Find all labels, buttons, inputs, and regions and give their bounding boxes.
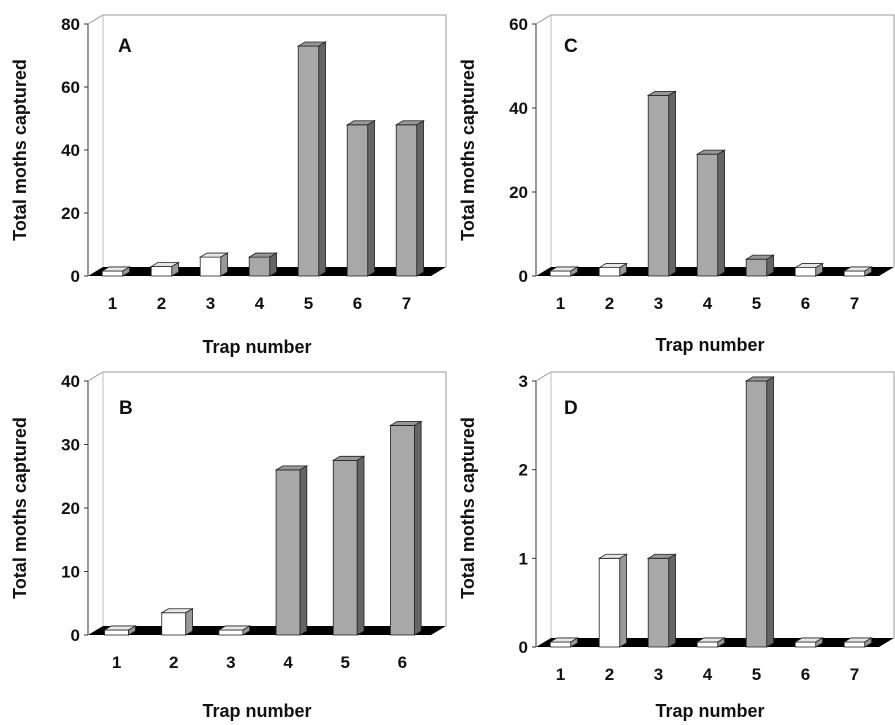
bar-trap-2	[160, 608, 194, 636]
y-tick-label: 20	[61, 204, 80, 223]
x-tick-label: 5	[752, 294, 761, 313]
y-tick-label: 80	[61, 15, 80, 34]
y-tick-label: 10	[61, 563, 80, 582]
y-tick-label: 20	[509, 183, 528, 202]
y-tick-label: 2	[519, 461, 528, 480]
x-tick-label: 7	[850, 294, 859, 313]
x-tick-label: 1	[556, 665, 565, 684]
plot-frame	[535, 371, 895, 647]
bar-trap-3	[646, 553, 677, 648]
x-axis-label: Trap number	[655, 335, 764, 355]
x-tick-label: 1	[108, 294, 117, 313]
y-axis-label: Total moths captured	[458, 417, 478, 599]
chart-a-svg: Total moths captured Trap number A 0 20 40…	[10, 14, 447, 357]
y-axis-label: Total moths captured	[10, 59, 30, 241]
x-tick-label: 1	[556, 294, 565, 313]
y-tick-label: 1	[519, 549, 528, 568]
x-tick-label: 5	[304, 294, 313, 313]
chart-d-svg: Total moths captured Trap number D 0 1 2 3 1…	[458, 371, 895, 721]
chart-panel-b: Total moths captured Trap number B 0 10 20…	[0, 363, 447, 725]
x-tick-label: 4	[283, 653, 293, 672]
y-tick-label: 30	[61, 436, 80, 455]
x-tick-label: 3	[654, 665, 663, 684]
bar-trap-6	[388, 420, 423, 636]
chart-panel-c: Total moths captured Trap number C 0 20 40…	[448, 0, 895, 362]
chart-b-svg: Total moths captured Trap number B 0 10 20…	[10, 371, 447, 721]
panel-label: D	[564, 398, 578, 419]
chart-c-svg: Total moths captured Trap number C 0 20 40…	[458, 14, 895, 355]
x-axis-label: Trap number	[202, 337, 311, 357]
bar-trap-4	[274, 465, 309, 636]
y-tick-label: 60	[61, 78, 80, 97]
chart-panel-a: Total moths captured Trap number A 0 20 40…	[0, 0, 447, 362]
x-tick-label: 2	[169, 653, 178, 672]
y-tick-label: 40	[61, 372, 80, 391]
y-axis-label: Total moths captured	[10, 417, 30, 599]
chart-panel-d: Total moths captured Trap number D 0 1 2 3 1…	[448, 363, 895, 725]
y-tick-label: 40	[61, 141, 80, 160]
bar-trap-1	[100, 266, 131, 277]
x-tick-label: 6	[353, 294, 362, 313]
bar-trap-1	[548, 637, 579, 648]
x-tick-label: 3	[226, 653, 235, 672]
y-tick-label: 60	[509, 15, 528, 34]
bar-trap-4	[695, 637, 726, 648]
x-tick-label: 7	[850, 665, 859, 684]
x-tick-label: 2	[157, 294, 166, 313]
bar-trap-7	[394, 120, 425, 277]
y-tick-label: 0	[519, 267, 528, 286]
x-axis-label: Trap number	[202, 701, 311, 721]
x-tick-label: 7	[402, 294, 411, 313]
x-tick-label: 4	[703, 294, 713, 313]
bar-trap-5	[744, 254, 775, 277]
x-tick-label: 6	[398, 653, 407, 672]
bar-trap-6	[345, 120, 376, 277]
bar-trap-2	[597, 262, 628, 277]
x-tick-label: 6	[801, 294, 810, 313]
y-tick-label: 20	[61, 499, 80, 518]
bar-trap-3	[198, 252, 229, 277]
x-tick-label: 3	[206, 294, 215, 313]
bar-trap-6	[793, 262, 824, 277]
x-tick-label: 6	[801, 665, 810, 684]
y-tick-label: 0	[71, 267, 80, 286]
bar-trap-5	[744, 376, 775, 648]
y-axis-label: Total moths captured	[458, 59, 478, 241]
y-tick-label: 3	[519, 372, 528, 391]
bar-trap-3	[217, 625, 252, 636]
panel-label: B	[119, 398, 133, 419]
x-tick-label: 3	[654, 294, 663, 313]
bar-trap-7	[842, 637, 873, 648]
bar-trap-4	[695, 149, 726, 277]
x-tick-label: 4	[703, 665, 713, 684]
bar-trap-1	[548, 266, 579, 277]
panel-label: A	[118, 36, 132, 57]
bar-trap-6	[793, 637, 824, 648]
bar-trap-1	[103, 625, 137, 636]
x-axis-label: Trap number	[655, 701, 764, 721]
bar-trap-2	[597, 553, 628, 648]
plot-frame	[87, 14, 447, 276]
bar-trap-4	[247, 252, 278, 277]
bar-trap-7	[842, 266, 873, 277]
x-tick-label: 4	[255, 294, 265, 313]
bar-trap-3	[646, 90, 677, 277]
bar-trap-5	[331, 455, 366, 636]
x-tick-label: 1	[112, 653, 121, 672]
x-tick-label: 2	[605, 294, 614, 313]
bar-trap-5	[296, 41, 327, 277]
x-tick-label: 5	[752, 665, 761, 684]
y-tick-label: 0	[519, 638, 528, 657]
x-tick-label: 5	[341, 653, 350, 672]
x-tick-label: 2	[605, 665, 614, 684]
panel-label: C	[564, 36, 578, 57]
y-tick-label: 40	[509, 99, 528, 118]
y-tick-label: 0	[71, 626, 80, 645]
bar-trap-2	[149, 261, 180, 277]
